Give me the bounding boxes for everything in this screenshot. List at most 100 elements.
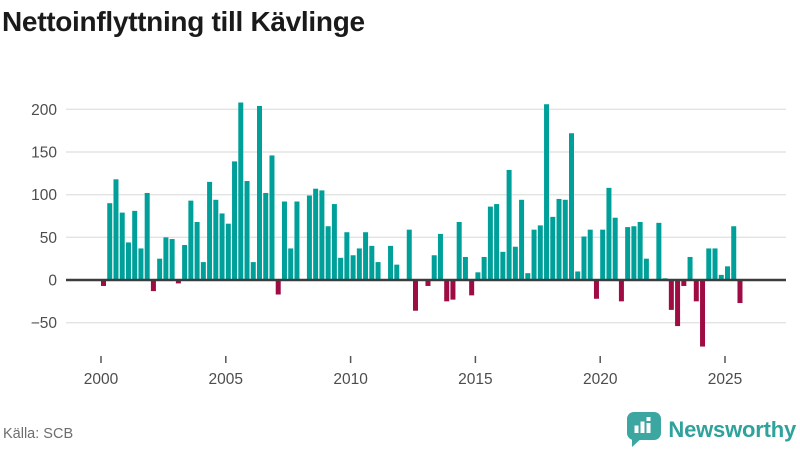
- bar: [313, 188, 319, 280]
- chart-title: Nettoinflyttning till Kävlinge: [2, 6, 365, 37]
- bar: [225, 223, 231, 280]
- bar: [562, 199, 568, 280]
- x-axis-label: 2020: [583, 371, 618, 388]
- bar: [731, 226, 737, 280]
- y-axis-label: 0: [48, 273, 57, 290]
- bar: [144, 192, 150, 280]
- bar: [500, 251, 506, 280]
- x-axis-label: 2025: [708, 371, 742, 388]
- bar: [531, 229, 537, 280]
- bar: [693, 280, 699, 302]
- bar: [643, 258, 649, 280]
- bar: [369, 245, 375, 280]
- bar: [656, 222, 662, 280]
- bar: [581, 236, 587, 280]
- bar: [550, 216, 556, 280]
- bar: [138, 248, 144, 280]
- bar: [319, 190, 325, 280]
- bar: [700, 280, 706, 347]
- bar: [169, 239, 175, 280]
- bar: [375, 262, 381, 280]
- bar: [519, 199, 525, 280]
- bar: [269, 155, 275, 280]
- bar: [163, 237, 169, 280]
- bar: [344, 232, 350, 280]
- bar: [175, 280, 181, 284]
- bar: [725, 266, 730, 280]
- bar: [263, 192, 269, 280]
- bar: [593, 280, 599, 299]
- bar: [537, 225, 543, 280]
- bar: [668, 280, 674, 310]
- bar: [157, 258, 163, 280]
- bar: [618, 280, 624, 302]
- newsworthy-logo: Newsworthy: [627, 412, 796, 447]
- y-axis-label: 200: [31, 102, 57, 119]
- bar: [475, 272, 481, 280]
- bar: [706, 248, 712, 280]
- bar: [388, 245, 394, 280]
- bar: [350, 255, 356, 280]
- bar: [281, 201, 287, 280]
- bar: [244, 181, 250, 280]
- bar: [456, 221, 462, 280]
- bar: [150, 280, 156, 292]
- bar: [606, 187, 612, 280]
- bar: [238, 102, 244, 280]
- bar: [288, 248, 294, 280]
- bar: [132, 210, 138, 280]
- bar: [631, 226, 637, 280]
- bar: [119, 212, 125, 280]
- x-axis-label: 2000: [84, 371, 119, 388]
- bar: [125, 242, 131, 280]
- bar: [338, 257, 344, 280]
- bar: [431, 255, 437, 280]
- bar: [687, 256, 693, 280]
- bar: [207, 181, 213, 280]
- bar: [200, 262, 206, 280]
- source-label: Källa: SCB: [3, 426, 74, 442]
- bar: [356, 248, 362, 280]
- bar: [413, 280, 418, 311]
- bar: [600, 229, 606, 280]
- bar: [494, 204, 500, 280]
- newsworthy-logo-icon: [627, 412, 662, 447]
- bar: [331, 204, 337, 280]
- bar: [462, 256, 468, 280]
- bar: [325, 226, 331, 280]
- x-axis-label: 2005: [209, 371, 243, 388]
- bar: [718, 274, 724, 280]
- bar: [487, 206, 493, 280]
- bar: [506, 169, 512, 280]
- bar: [113, 179, 119, 280]
- bar: [450, 280, 456, 300]
- bar: [587, 229, 593, 280]
- bar: [294, 201, 300, 280]
- newsworthy-logo-text: Newsworthy: [668, 416, 796, 442]
- y-axis-label: 150: [31, 145, 57, 162]
- y-axis-label: 50: [40, 230, 58, 247]
- bar: [481, 256, 487, 280]
- bar: [437, 233, 443, 280]
- bar: [101, 280, 106, 286]
- bar: [469, 280, 475, 296]
- bar: [250, 262, 256, 280]
- y-axis-label: 100: [31, 187, 57, 204]
- bar: [675, 280, 681, 327]
- bar: [444, 280, 450, 302]
- bar: [219, 213, 225, 280]
- bar: [575, 271, 581, 280]
- bar: [194, 221, 200, 280]
- bar: [612, 217, 618, 280]
- bar: [625, 227, 631, 280]
- bar: [512, 246, 518, 280]
- bar: [182, 245, 188, 280]
- bar: [544, 104, 550, 280]
- bar: [737, 280, 743, 304]
- bar: [394, 264, 400, 280]
- bar: [232, 161, 238, 280]
- bar: [425, 280, 431, 286]
- bar: [275, 280, 281, 295]
- bar: [213, 199, 219, 280]
